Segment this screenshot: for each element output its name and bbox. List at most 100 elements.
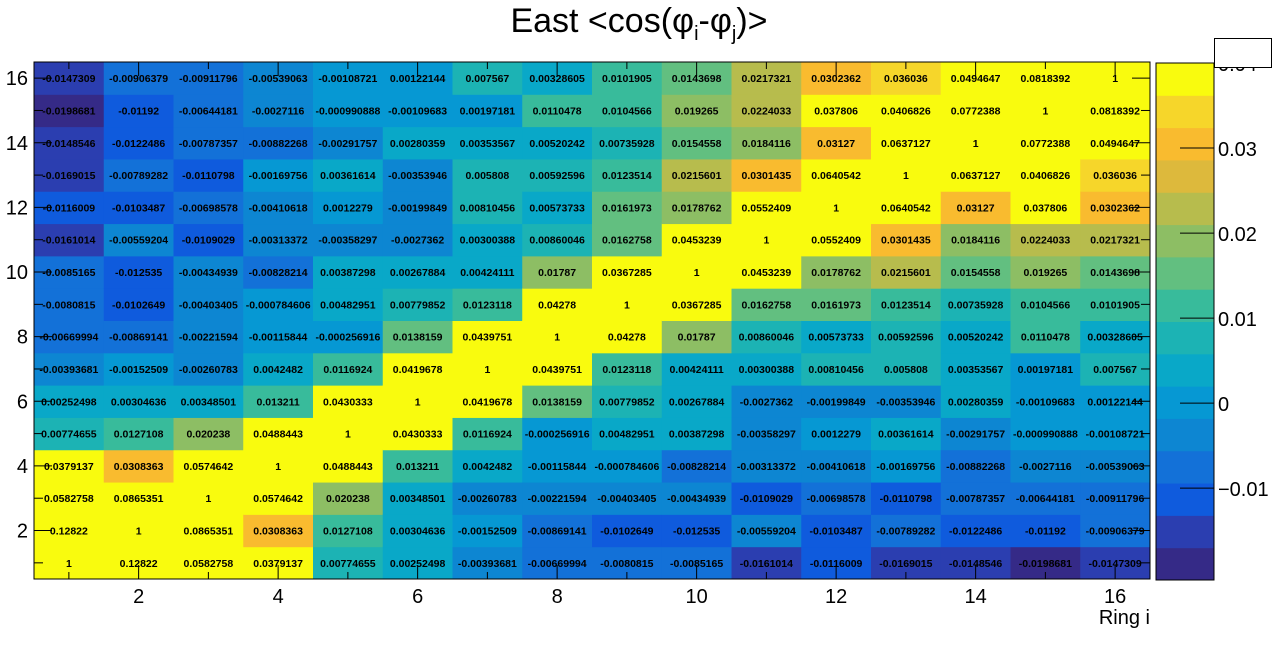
cell-value-label: 0.00304636 [390,526,446,538]
cell-value-label: -0.00353946 [388,170,447,182]
cell-value-label: 0.00353567 [948,364,1004,376]
cell-value-label: 0.0582758 [184,558,234,570]
heatmap-cell [731,126,802,160]
cell-value-label: 0.00592596 [878,332,934,344]
cell-value-label: 0.00573733 [529,202,585,214]
cell-value-label: 0.00328605 [1087,332,1143,344]
cell-value-label: 1 [136,526,142,538]
cell-value-label: 0.0042482 [253,364,303,376]
cell-value-label: -0.00911796 [179,73,238,85]
heatmap-cell [592,223,663,257]
x-tick-label: 14 [965,586,987,608]
cell-value-label: 0.00348501 [181,396,237,408]
heatmap-cell [1010,449,1081,483]
cell-value-label: -0.0103487 [810,526,863,538]
cell-value-label: 0.0123118 [602,364,651,376]
heatmap-cell [1010,126,1081,160]
cell-value-label: 0.036036 [884,73,928,85]
cell-value-label: -0.00698578 [179,202,238,214]
cell-value-label: -0.00115844 [528,461,587,473]
heatmap-cell [1080,417,1151,451]
cell-value-label: -0.0169015 [879,558,932,570]
y-tick-label: 16 [6,68,28,90]
y-tick-label: 10 [6,262,28,284]
cell-value-label: -0.0027116 [252,105,305,117]
heatmap-cell [382,385,453,418]
heatmap-cell [801,320,872,354]
heatmap-cell [243,191,314,225]
heatmap-cell [173,417,244,451]
heatmap-cell [103,126,174,160]
cell-value-label: 0.037806 [1023,202,1067,214]
cell-value-label: -0.0147309 [1089,558,1142,570]
heatmap-cell [1080,158,1151,192]
cell-value-label: -0.0110798 [182,170,235,182]
heatmap-cell [452,449,523,483]
cell-value-label: 1 [763,235,769,247]
cell-value-label: 0.00520242 [948,332,1004,344]
cell-value-label: 0.0367285 [672,299,722,311]
colorbar-segment [1156,95,1214,129]
cell-value-label: 1 [1112,73,1118,85]
colorbar-segment [1156,127,1214,161]
cell-value-label: 0.0042482 [463,461,513,473]
heatmap-cell [243,385,314,418]
heatmap-cell [592,352,663,386]
cell-value-label: 0.0224033 [742,105,792,117]
cell-value-label: -0.00221594 [179,332,238,344]
cell-value-label: -0.00313372 [737,461,796,473]
cell-value-label: -0.00410618 [249,202,308,214]
heatmap-cell [173,126,244,160]
x-tick-label: 16 [1104,586,1126,608]
cell-value-label: 0.01787 [538,267,576,279]
heatmap-cell [173,514,244,548]
heatmap-cell [103,514,174,548]
heatmap-cell [522,94,593,128]
heatmap-cell [731,352,802,386]
heatmap-cell [940,255,1011,289]
cell-value-label: -0.012535 [115,267,162,279]
heatmap-cell [313,158,384,192]
cell-value-label: 0.0453239 [672,235,722,247]
heatmap-cell [103,158,174,192]
cell-value-label: 0.00361614 [320,170,376,182]
cell-value-label: 0.019265 [675,105,719,117]
cell-value-label: 0.0453239 [742,267,792,279]
cell-value-label: 1 [554,332,560,344]
heatmap-cell [103,191,174,225]
cell-value-label: -0.0122486 [112,138,165,150]
colorbar-segment [1156,321,1214,355]
cell-value-label: 0.0162758 [742,299,792,311]
heatmap-cell [1010,191,1081,225]
heatmap-cell [452,385,523,418]
cell-value-label: -0.00403405 [597,493,656,505]
cell-value-label: 0.0101905 [602,73,652,85]
heatmap-cell [382,449,453,483]
cell-value-label: -0.00869141 [528,526,587,538]
cell-value-label: -0.00199849 [807,396,866,408]
heatmap-cell [592,158,663,192]
heatmap-cell [313,255,384,289]
heatmap-cell [103,320,174,354]
heatmap-cell [243,223,314,257]
heatmap-cell [313,94,384,128]
cell-value-label: 1 [624,299,630,311]
colorbar-tick-label: 0 [1218,394,1229,416]
heatmap-cell [382,191,453,225]
cell-value-label: 0.0138159 [393,332,443,344]
heatmap-cell [661,417,732,451]
cell-value-label: 0.00860046 [529,235,585,247]
cell-value-label: 0.0116924 [323,364,372,376]
cell-value-label: 0.0138159 [532,396,582,408]
heatmap-cell [731,482,802,515]
cell-value-label: 0.0116924 [463,429,512,441]
cell-value-label: -0.00152509 [109,364,168,376]
heatmap-cell [103,352,174,386]
heatmap-cell [871,352,942,386]
cell-value-label: -0.00260783 [179,364,238,376]
cell-value-label: 0.007567 [465,73,509,85]
cell-value-label: 0.00482951 [320,299,376,311]
heatmap-cell [382,482,453,515]
colorbar-tick-label: 0.02 [1218,224,1257,246]
